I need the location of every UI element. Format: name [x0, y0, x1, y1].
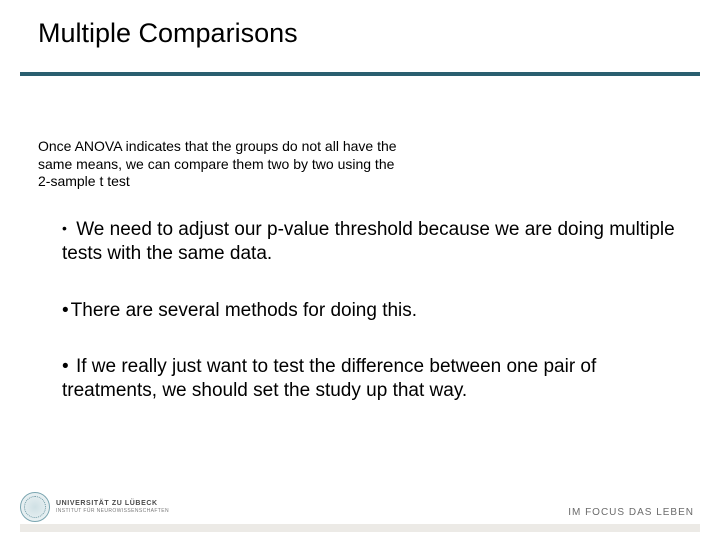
slide: Multiple Comparisons Once ANOVA indicate… [0, 0, 720, 540]
bullet-dot-icon: • [62, 220, 67, 236]
bullet-item: • We need to adjust our p-value threshol… [62, 218, 686, 267]
footer-bar [20, 524, 700, 532]
bullet-list: • We need to adjust our p-value threshol… [62, 218, 686, 436]
title-area: Multiple Comparisons [0, 0, 720, 49]
bullet-text: We need to adjust our p-value threshold … [62, 219, 675, 264]
intro-paragraph: Once ANOVA indicates that the groups do … [38, 138, 398, 191]
slide-title: Multiple Comparisons [38, 18, 720, 49]
bullet-item: •There are several methods for doing thi… [62, 299, 686, 323]
footer-left: UNIVERSITÄT ZU LÜBECK INSTITUT FÜR NEURO… [20, 492, 169, 522]
bullet-text: There are several methods for doing this… [71, 300, 417, 321]
bullet-dot-icon: • [62, 300, 69, 321]
bullet-text: If we really just want to test the diffe… [62, 356, 596, 401]
university-text: UNIVERSITÄT ZU LÜBECK INSTITUT FÜR NEURO… [56, 500, 169, 514]
university-name: UNIVERSITÄT ZU LÜBECK [56, 500, 169, 507]
footer: UNIVERSITÄT ZU LÜBECK INSTITUT FÜR NEURO… [0, 490, 720, 540]
footer-tagline: IM FOCUS DAS LEBEN [568, 507, 694, 518]
bullet-item: • If we really just want to test the dif… [62, 355, 686, 404]
university-institute: INSTITUT FÜR NEUROWISSENSCHAFTEN [56, 509, 169, 514]
title-divider [20, 72, 700, 76]
bullet-dot-icon: • [62, 356, 69, 377]
university-seal-icon [20, 492, 50, 522]
